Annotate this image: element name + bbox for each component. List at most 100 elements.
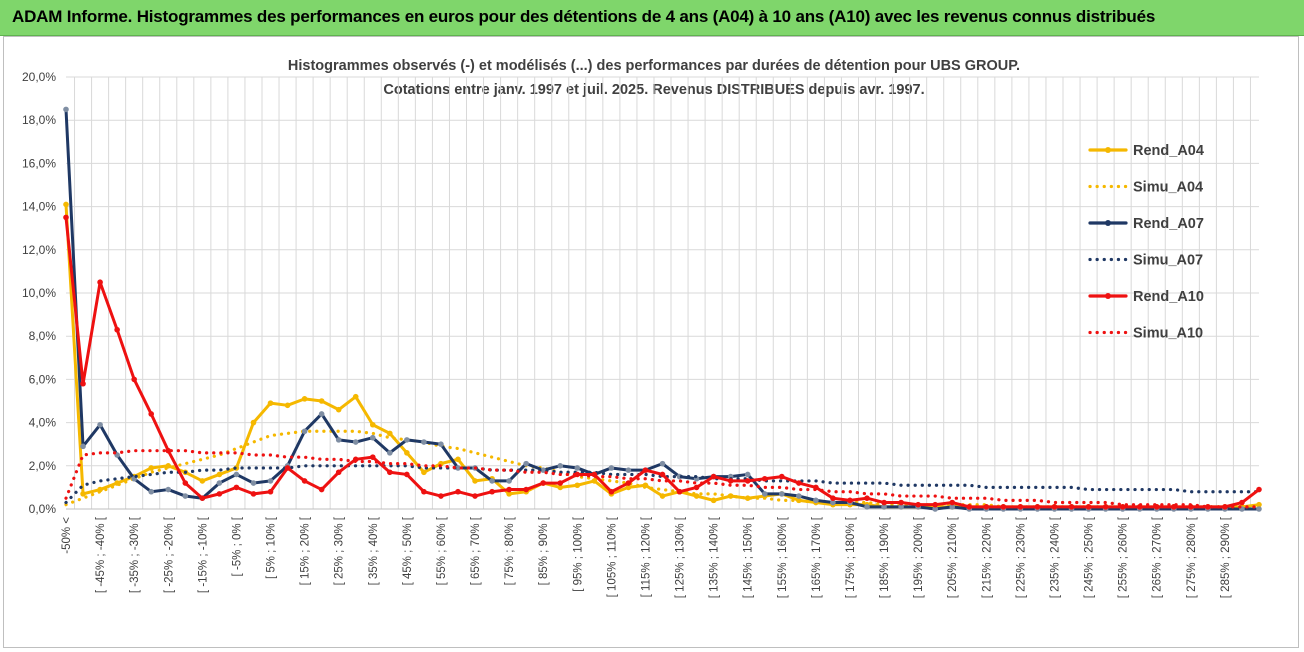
x-tick-label: [ 165% ; 170% [ [811, 516, 823, 598]
data-point-rend_a07 [352, 439, 359, 445]
data-point-rend_a10 [983, 504, 990, 510]
data-point-rend_a07 [63, 106, 69, 113]
legend-label: Simu_A07 [1133, 253, 1203, 269]
data-point-rend_a10 [438, 493, 444, 499]
x-tick-label: [ -5% ; 0% [ [231, 516, 243, 576]
data-point-rend_a04 [472, 478, 478, 484]
data-point-rend_a10 [881, 499, 887, 506]
data-point-rend_a04 [421, 469, 427, 476]
data-point-rend_a07 [608, 465, 615, 471]
data-point-rend_a10 [267, 488, 274, 495]
data-point-rend_a07 [506, 478, 512, 484]
data-point-rend_a10 [1239, 499, 1245, 506]
x-tick-label: [ 145% ; 150% [ [743, 516, 755, 598]
legend-marker [1105, 147, 1111, 153]
legend-label: Rend_A10 [1133, 289, 1204, 305]
data-point-rend_a07 [165, 486, 172, 493]
x-tick-label: [ 95% ; 100% [ [572, 516, 584, 592]
y-tick-label: 18,0% [22, 113, 56, 127]
legend-marker [1105, 293, 1111, 299]
series-lines [63, 106, 1262, 512]
x-tick-label: [ 125% ; 130% [ [675, 516, 687, 598]
data-point-rend_a07 [830, 499, 836, 506]
x-tick-label: [ 65% ; 70% [ [470, 516, 482, 585]
data-point-rend_a04 [216, 471, 223, 478]
x-tick-label: [ 225% ; 230% [ [1015, 516, 1027, 598]
y-tick-label: 0,0% [29, 502, 57, 516]
data-point-rend_a07 [779, 491, 785, 497]
data-point-rend_a07 [421, 439, 427, 445]
data-point-rend_a07 [1256, 506, 1262, 512]
data-point-rend_a10 [216, 491, 223, 497]
data-point-rend_a07 [898, 504, 904, 510]
data-point-rend_a10 [1017, 504, 1024, 510]
x-tick-label: [ 195% ; 200% [ [913, 516, 925, 598]
data-point-rend_a07 [97, 421, 103, 428]
data-point-rend_a10 [63, 214, 69, 221]
data-point-rend_a04 [335, 406, 342, 413]
data-point-rend_a07 [489, 478, 495, 484]
data-point-rend_a07 [387, 450, 393, 456]
x-tick-label: [ 135% ; 140% [ [709, 516, 721, 598]
data-point-rend_a10 [966, 504, 973, 510]
data-point-rend_a10 [523, 486, 529, 493]
x-tick-label: [ 185% ; 190% [ [879, 516, 891, 598]
data-point-rend_a10 [847, 497, 853, 504]
y-axis: 0,0% 2,0% 4,0% 6,0% 8,0% 10,0% 12,0% 14,0% 16,0%… [22, 70, 56, 516]
data-point-rend_a04 [301, 396, 308, 402]
x-tick-label: [ 215% ; 220% [ [981, 516, 993, 598]
data-point-rend_a10 [830, 495, 836, 502]
data-point-rend_a07 [744, 471, 751, 478]
data-point-rend_a10 [421, 488, 427, 495]
data-point-rend_a10 [489, 488, 495, 495]
x-tick-label: [ -35% ; -30% [ [129, 516, 141, 593]
data-point-rend_a07 [813, 497, 819, 504]
data-point-rend_a10 [335, 469, 342, 476]
data-point-rend_a10 [608, 488, 615, 495]
x-tick-label: [ 155% ; 160% [ [777, 516, 789, 598]
data-point-rend_a04 [148, 465, 155, 471]
data-point-rend_a10 [284, 465, 291, 471]
x-tick-label: [ -45% ; -40% [ [95, 516, 107, 593]
data-point-rend_a04 [199, 478, 206, 484]
data-point-rend_a07 [949, 504, 956, 510]
data-point-rend_a07 [796, 493, 802, 499]
legend-label: Simu_A10 [1133, 326, 1203, 342]
data-point-rend_a07 [250, 480, 257, 486]
y-tick-label: 8,0% [29, 329, 57, 343]
x-tick-label: [ 235% ; 240% [ [1049, 516, 1061, 598]
gridlines [66, 76, 1259, 510]
data-point-rend_a07 [438, 441, 444, 448]
series-line-simu_a07 [64, 464, 1261, 505]
x-tick-label: [ 245% ; 250% [ [1084, 516, 1096, 598]
data-point-rend_a10 [779, 473, 785, 480]
x-tick-label: [ 25% ; 30% [ [334, 516, 346, 585]
data-point-rend_a10 [1034, 504, 1041, 510]
data-point-rend_a07 [625, 467, 632, 473]
data-point-rend_a04 [659, 493, 666, 499]
data-point-rend_a04 [352, 393, 359, 400]
data-point-rend_a04 [693, 493, 700, 499]
data-point-rend_a04 [506, 491, 512, 497]
x-tick-label: [ 175% ; 180% [ [845, 516, 857, 598]
data-point-rend_a10 [506, 486, 512, 493]
data-point-rend_a04 [63, 201, 69, 208]
data-point-rend_a10 [727, 478, 734, 484]
data-point-rend_a10 [557, 480, 564, 486]
x-tick-label: [ 5% ; 10% [ [266, 516, 278, 579]
data-point-rend_a07 [233, 471, 240, 478]
data-point-rend_a10 [761, 475, 768, 482]
data-point-rend_a04 [369, 421, 376, 428]
data-point-rend_a10 [932, 501, 938, 508]
x-axis: -50% < [ -45% ; -40% [[ -35% ; -30% [[ -2… [61, 508, 1259, 598]
y-tick-label: 20,0% [22, 70, 56, 84]
data-point-rend_a04 [625, 484, 632, 491]
data-point-rend_a07 [932, 506, 938, 512]
data-point-rend_a10 [80, 380, 86, 387]
data-point-rend_a10 [1000, 504, 1007, 510]
data-point-rend_a10 [1051, 504, 1058, 510]
x-tick-label: [ -15% ; -10% [ [197, 516, 209, 593]
data-point-rend_a10 [1102, 504, 1109, 510]
data-point-rend_a07 [864, 504, 870, 510]
data-point-rend_a10 [574, 471, 581, 478]
